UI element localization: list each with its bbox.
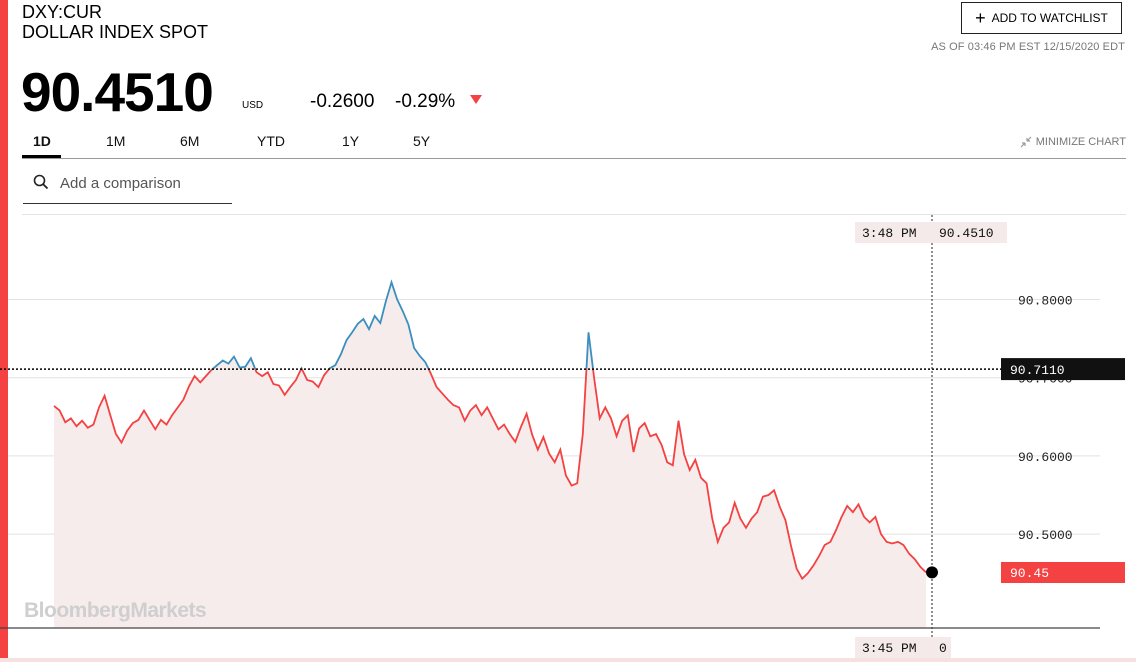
minimize-icon <box>1020 136 1032 148</box>
crosshair-value-label: 90.4510 <box>939 226 994 241</box>
tab-1d[interactable]: 1D <box>33 133 51 149</box>
security-name: DOLLAR INDEX SPOT <box>22 22 209 42</box>
tab-1y[interactable]: 1Y <box>342 133 360 149</box>
comparison-input[interactable] <box>58 171 232 195</box>
chart-area-fill <box>54 282 926 628</box>
last-value-label: 90.45 <box>1010 566 1049 581</box>
minimize-chart-button[interactable]: MINIMIZE CHART <box>1020 136 1126 148</box>
down-arrow-icon <box>470 95 482 104</box>
brand-accent-bar <box>0 0 8 662</box>
axis-tooltip-bg <box>855 637 951 658</box>
axis-value-label: 0 <box>939 641 947 656</box>
y-tick-label: 90.5000 <box>1018 528 1073 543</box>
previous-close-label: 90.7110 <box>1010 363 1065 378</box>
y-tick-label: 90.6000 <box>1018 450 1073 465</box>
y-tick-label: 90.8000 <box>1018 294 1073 309</box>
price-change: -0.2600 <box>310 91 375 112</box>
search-icon <box>33 174 49 190</box>
minimize-chart-label: MINIMIZE CHART <box>1035 136 1126 148</box>
plus-icon: + <box>975 8 986 28</box>
crosshair-time-label: 3:48 PM <box>862 226 917 241</box>
bottom-strip <box>0 658 1136 662</box>
chart-top-divider <box>22 214 1126 215</box>
comparison-search <box>23 166 232 204</box>
axis-time-label: 3:45 PM <box>862 641 917 656</box>
crosshair-tooltip-bg <box>855 222 1007 243</box>
last-price: 90.4510 <box>21 61 214 123</box>
add-to-watchlist-button[interactable]: + ADD TO WATCHLIST <box>961 2 1122 34</box>
tab-1m[interactable]: 1M <box>106 133 126 149</box>
range-tabs: 1D 1M 6M YTD 1Y 5Y MINIMIZE CHART <box>22 126 1126 159</box>
ticker-symbol: DXY:CUR <box>22 2 103 22</box>
previous-close-label-bg <box>1001 358 1125 381</box>
last-point-marker <box>926 566 938 579</box>
tab-5y[interactable]: 5Y <box>413 133 431 149</box>
active-tab-indicator <box>22 155 61 158</box>
bloomberg-watermark: BloombergMarkets <box>24 599 206 622</box>
as-of-timestamp: AS OF 03:46 PM EST 12/15/2020 EDT <box>931 41 1125 53</box>
series-line-down <box>53 369 927 581</box>
add-to-watchlist-label: ADD TO WATCHLIST <box>991 11 1108 25</box>
tab-6m[interactable]: 6M <box>180 133 200 149</box>
price-change-percent: -0.29% <box>395 91 456 112</box>
tab-ytd[interactable]: YTD <box>257 133 285 149</box>
last-value-label-bg <box>1001 562 1125 583</box>
currency-label: USD <box>242 100 264 111</box>
